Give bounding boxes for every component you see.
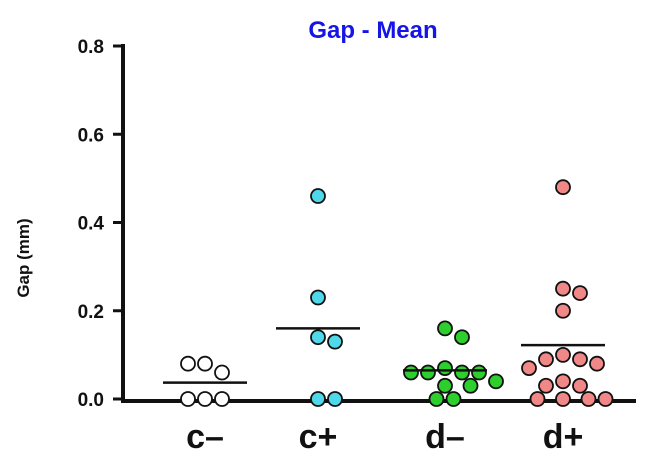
x-tick-label: d– — [425, 418, 465, 453]
y-tick-label: 0.8 — [78, 37, 104, 58]
data-point — [597, 391, 614, 407]
data-point — [180, 391, 196, 407]
data-point — [555, 346, 571, 363]
data-point — [180, 355, 196, 372]
data-point — [437, 320, 453, 337]
data-point — [555, 179, 571, 196]
x-tick-label: c– — [186, 418, 224, 453]
data-point — [555, 302, 571, 319]
y-tick-label: 0.6 — [78, 125, 104, 146]
data-point — [445, 391, 462, 407]
y-ticks: 0.0 0.2 0.4 0.6 0.8 — [78, 37, 123, 411]
data-points — [180, 179, 614, 407]
data-point — [310, 289, 326, 306]
data-point — [589, 355, 605, 372]
y-tick-label: 0.0 — [78, 390, 104, 411]
data-point — [420, 364, 436, 381]
data-point — [214, 364, 230, 381]
data-point — [529, 391, 546, 407]
mean-lines — [163, 327, 605, 384]
x-tick-label: c+ — [299, 418, 338, 453]
data-point — [572, 351, 588, 368]
data-point — [214, 391, 230, 407]
data-point — [488, 373, 504, 390]
data-point — [454, 329, 470, 346]
data-point — [437, 360, 453, 377]
y-tick-label: 0.2 — [78, 302, 104, 323]
data-point — [538, 351, 554, 368]
data-point — [437, 377, 453, 394]
data-point — [572, 285, 588, 302]
data-point — [555, 373, 571, 390]
data-point — [454, 364, 470, 381]
y-tick-label: 0.4 — [78, 214, 105, 235]
data-point — [580, 391, 597, 407]
data-point — [197, 355, 213, 372]
data-point — [327, 333, 343, 350]
data-point — [310, 188, 326, 204]
data-point — [572, 377, 588, 394]
y-axis-label: Gap (mm) — [14, 218, 33, 297]
data-point — [555, 280, 571, 297]
data-point — [327, 391, 343, 407]
data-point — [428, 391, 445, 407]
data-point — [310, 329, 326, 346]
chart-title: Gap - Mean — [308, 17, 437, 44]
data-point — [538, 377, 554, 394]
x-tick-label: d+ — [543, 418, 584, 453]
data-point — [471, 364, 487, 381]
data-point — [555, 391, 571, 407]
data-point — [197, 391, 213, 407]
x-ticks: c– c+ d– d+ — [186, 418, 583, 453]
data-point — [310, 391, 326, 407]
data-point — [462, 377, 479, 394]
data-point — [521, 360, 537, 377]
data-point — [403, 364, 419, 381]
